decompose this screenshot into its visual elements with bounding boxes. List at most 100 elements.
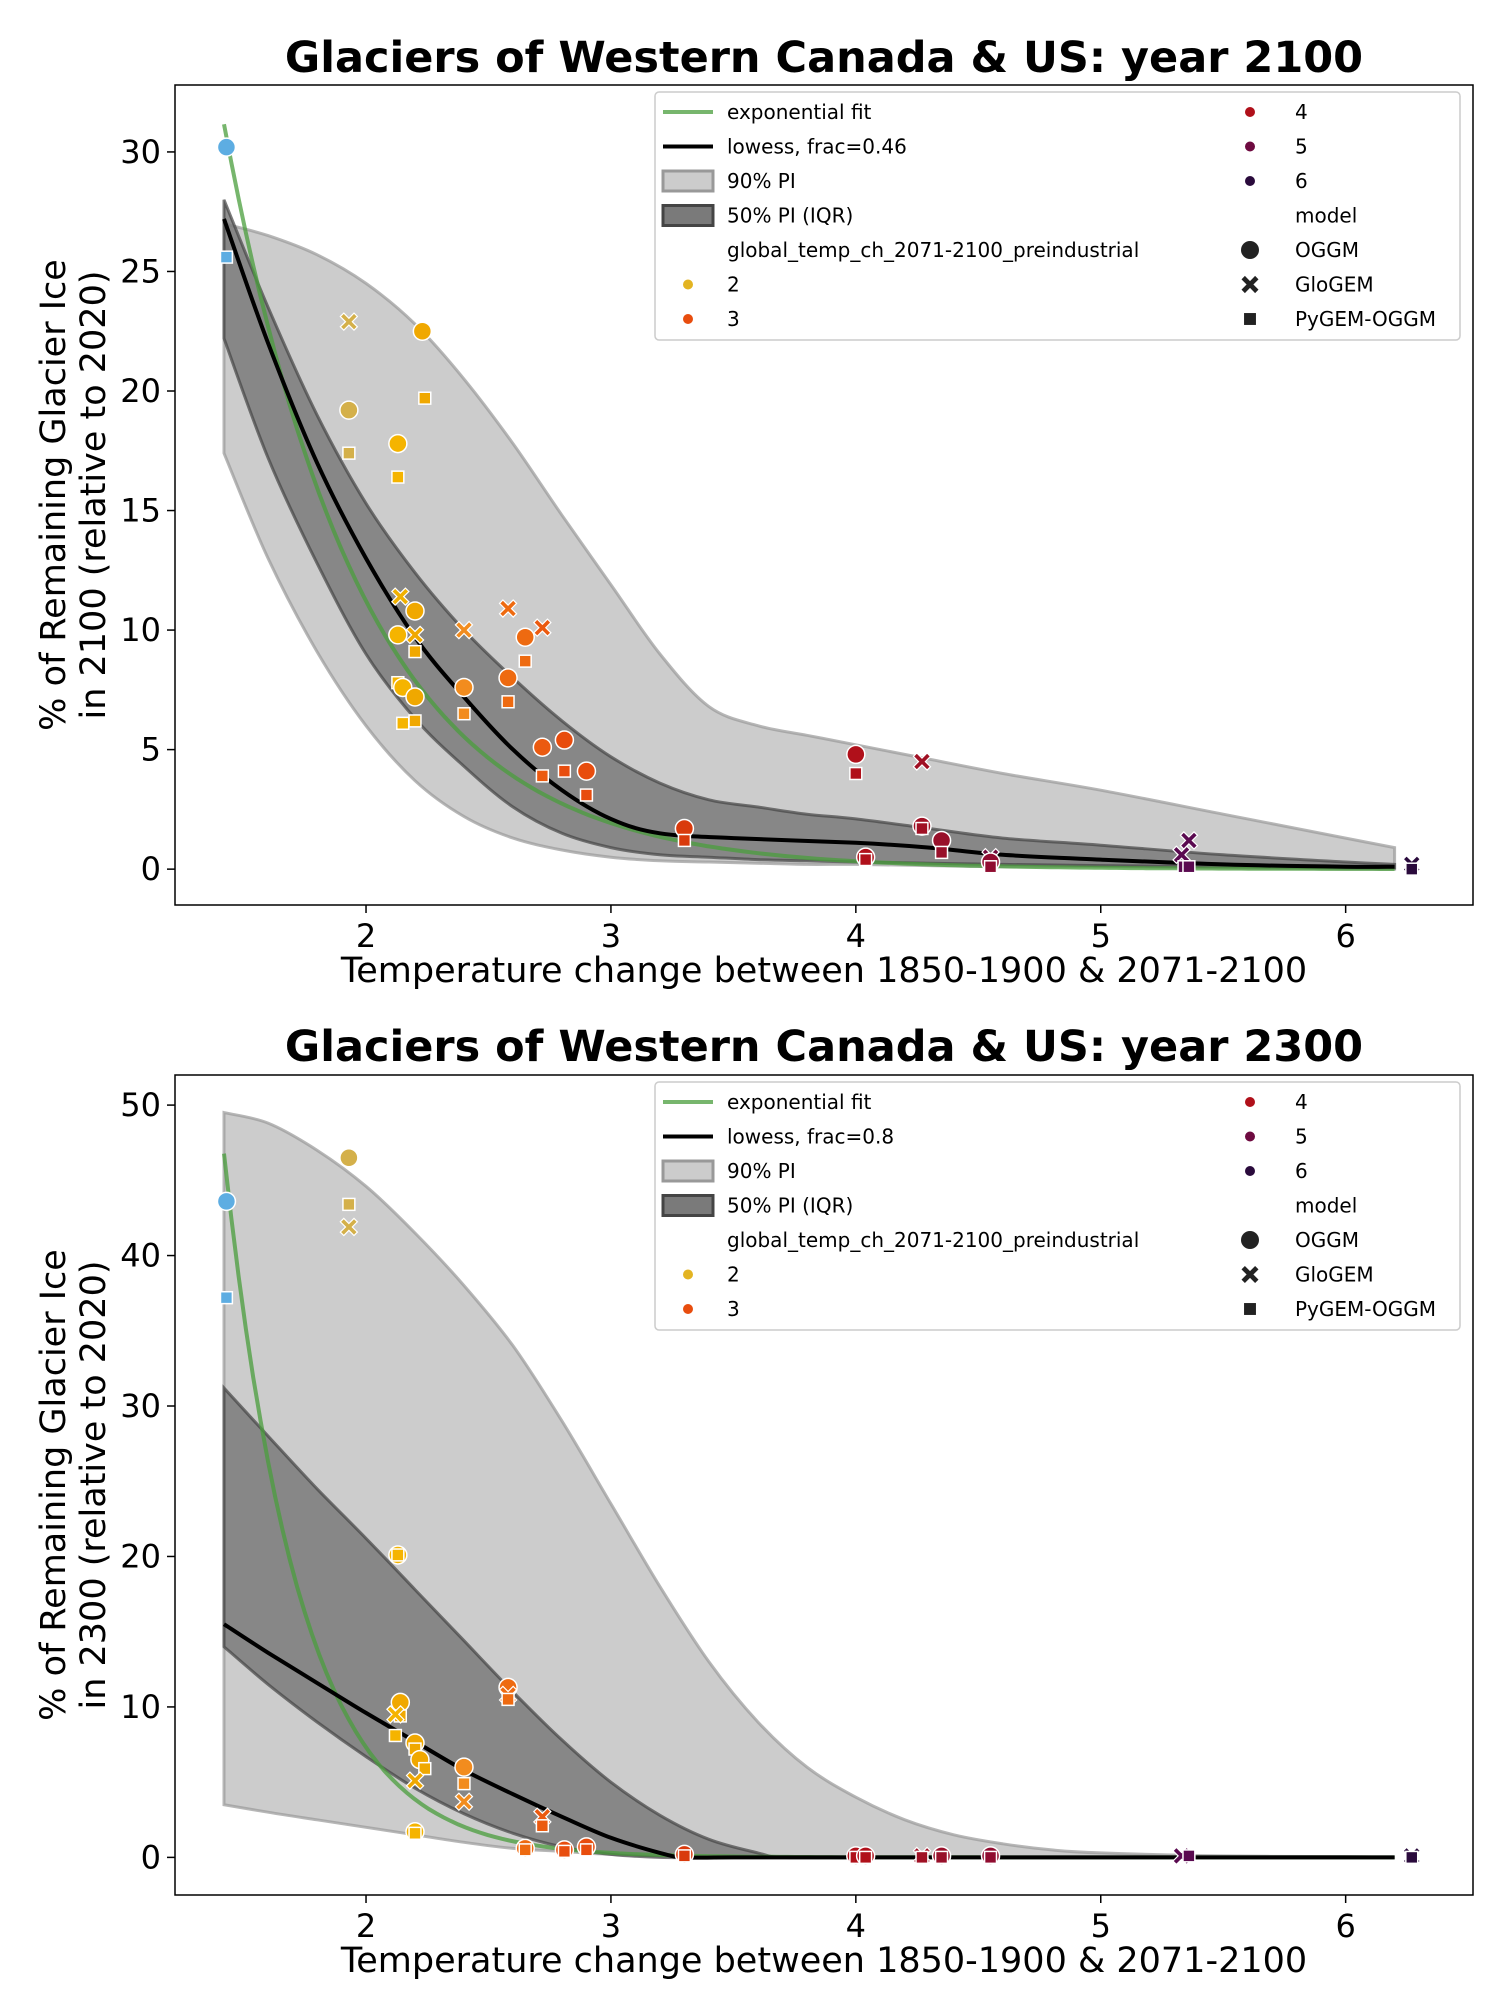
pygem-oggm-point [408, 1826, 422, 1841]
y-axis-label-line1: % of Remaining Glacier Ice [34, 259, 74, 731]
legend-hue-title: global_temp_ch_2071-2100_preindustrial [727, 1228, 1139, 1252]
pygem-oggm-point [934, 1850, 949, 1865]
pygem-oggm-point [983, 860, 998, 874]
pygem-oggm-point [418, 391, 432, 405]
legend-hue-label: 2 [727, 1263, 740, 1287]
legend-pi90-label: 90% PI [727, 1159, 796, 1183]
pygem-oggm-point [408, 644, 422, 659]
legend-hue-dot [1245, 1131, 1255, 1142]
legend-hue-label: 3 [727, 1297, 740, 1321]
scatter-points [216, 137, 1422, 876]
y-axis-label-line2: in 2300 (relative to 2020) [74, 1260, 114, 1709]
glogem-point [339, 1217, 359, 1237]
legend-hue-dot [683, 1304, 693, 1314]
legend-hue-label: 5 [1295, 1125, 1308, 1149]
scatter-points [216, 1148, 1422, 1866]
y-tick-label: 0 [141, 1838, 161, 1876]
chart-title: Glaciers of Western Canada & US: year 21… [285, 33, 1363, 83]
y-tick-label: 30 [120, 1387, 161, 1425]
x-tick-label: 4 [846, 1907, 866, 1945]
glogem-point [386, 1705, 405, 1724]
pygem-oggm-point [219, 250, 234, 264]
exponential-fit-line [222, 123, 1395, 871]
legend-hue-label: 2 [727, 273, 740, 297]
x-tick-label: 5 [1091, 1907, 1111, 1945]
legend-pi50-label: 50% PI (IQR) [727, 204, 853, 228]
x-tick-label: 2 [356, 1907, 376, 1945]
pygem-oggm-point [391, 470, 405, 484]
legend-oggm-marker [1241, 241, 1259, 259]
pygem-oggm-point [535, 769, 550, 783]
glogem-point [454, 1792, 474, 1812]
legend-hue-dot [683, 314, 693, 324]
y-tick-label: 5 [141, 731, 161, 769]
oggm-point [515, 627, 535, 647]
pygem-oggm-point [342, 446, 356, 460]
pygem-oggm-point [219, 1290, 234, 1305]
legend-pi90-swatch [661, 169, 715, 193]
chart-title: Glaciers of Western Canada & US: year 23… [285, 1022, 1363, 1072]
legend-hue-label: 6 [1295, 1159, 1308, 1183]
pygem-oggm-point [391, 1548, 405, 1562]
oggm-point [405, 687, 425, 707]
legend-oggm-marker [1241, 1231, 1259, 1249]
pygem-oggm-point [1405, 862, 1419, 876]
y-tick-label: 30 [120, 133, 161, 171]
chart-panel-2300: Glaciers of Western Canada & US: year 23… [34, 1022, 1474, 1981]
legend-hue-label: 4 [1295, 100, 1308, 124]
legend-exp-fit-label: exponential fit [727, 100, 872, 124]
pygem-oggm-point [396, 716, 410, 731]
pygem-oggm-point [518, 654, 532, 668]
y-tick-label: 40 [120, 1237, 161, 1275]
oggm-point [576, 761, 597, 781]
legend-pi50-swatch [661, 1194, 715, 1217]
y-axis-label-line2: in 2100 (relative to 2020) [74, 270, 114, 719]
y-tick-label: 20 [120, 372, 161, 410]
legend-model-label: GloGEM [1295, 1263, 1374, 1287]
pygem-oggm-point [934, 845, 949, 860]
y-tick-label: 50 [120, 1086, 161, 1124]
legend-pi90-swatch [661, 1159, 715, 1183]
y-tick-label: 25 [120, 252, 161, 290]
legend-hue-dot [1245, 176, 1255, 186]
pygem-oggm-point [915, 821, 929, 836]
oggm-point [498, 668, 518, 688]
legend-model-title: model [1295, 1194, 1357, 1218]
legend-hue-label: 5 [1295, 135, 1308, 159]
legend-model-label: GloGEM [1295, 273, 1374, 297]
pygem-oggm-point [342, 1197, 356, 1212]
pygem-oggm-point [858, 852, 873, 867]
glogem-point [454, 620, 474, 640]
pygem-oggm-point [418, 1761, 432, 1776]
oggm-point [339, 400, 359, 420]
legend-pi50-label: 50% PI (IQR) [727, 1194, 853, 1218]
pygem-oggm-point [557, 1844, 572, 1859]
oggm-point [405, 601, 425, 621]
glogem-point [912, 752, 932, 771]
legend-pygem-marker [1244, 313, 1256, 325]
y-axis-label-line1: % of Remaining Glacier Ice [34, 1249, 74, 1721]
axes-frame [174, 84, 1474, 906]
x-tick-label: 2 [356, 917, 376, 955]
oggm-point [454, 1757, 474, 1777]
pygem-oggm-point [579, 1843, 594, 1857]
legend-hue-dot [1245, 1166, 1255, 1176]
lowess-line [222, 218, 1395, 869]
pygem-oggm-point [501, 695, 515, 709]
legend-model-label: PyGEM-OGGM [1295, 1297, 1436, 1321]
plot-area [216, 1110, 1422, 1866]
legend-pygem-marker [1244, 1303, 1256, 1315]
oggm-point [388, 625, 408, 645]
glogem-point [498, 599, 518, 618]
y-tick-label: 10 [120, 611, 161, 649]
pygem-oggm-point [408, 714, 422, 728]
pygem-oggm-point [457, 707, 471, 721]
oggm-point [412, 321, 433, 341]
chart-panel-2100: Glaciers of Western Canada & US: year 21… [34, 33, 1474, 991]
legend: exponential fit lowess, frac=0.8 90% PI 50%… [654, 1081, 1461, 1331]
lowess-line [222, 1622, 1395, 1860]
pygem-oggm-point [677, 1849, 692, 1863]
x-tick-label: 6 [1335, 1907, 1355, 1945]
axes-frame [174, 1074, 1474, 1896]
